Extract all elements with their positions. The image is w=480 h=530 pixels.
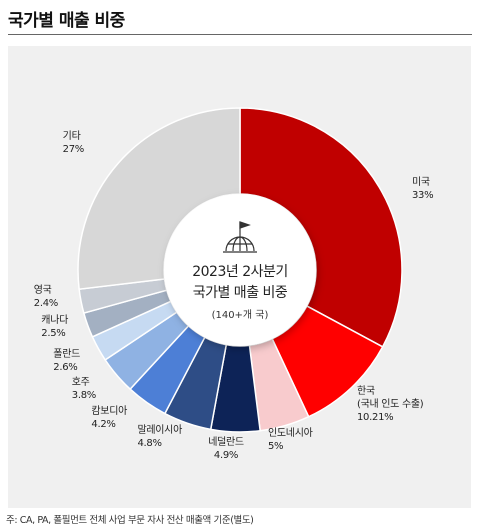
slice-label-value: 27% xyxy=(62,144,85,155)
page-title: 국가별 매출 비중 xyxy=(8,11,125,31)
footnote: 주: CA, PA, 폴필먼트 전체 사업 부문 자사 전산 매출액 기준(별도… xyxy=(6,515,254,526)
slice-label-value: 10.21% xyxy=(357,412,394,423)
slice-label-value: 4.8% xyxy=(137,438,162,449)
pie-slice xyxy=(239,107,403,348)
slice-label-value: 4.2% xyxy=(91,419,116,430)
slice-label: 네덜란드 4.9% xyxy=(186,436,266,462)
slice-label-name: 인도네시아 xyxy=(268,428,313,439)
slice-label-name: 미국 xyxy=(412,177,430,188)
slice-label: 인도네시아 5% xyxy=(268,427,313,453)
slice-label-value: 3.8% xyxy=(71,390,97,401)
slice-label: 호주 3.8% xyxy=(71,376,97,402)
slice-label: 한국 (국내 인도 수출) 10.21% xyxy=(357,385,424,424)
slice-label-name: 캐나다 xyxy=(41,315,68,326)
slice-label-value: 33% xyxy=(412,190,434,201)
center-subtitle: (140+개 국) xyxy=(211,310,269,321)
center-title-line2: 국가별 매출 비중 xyxy=(192,285,288,301)
slice-label-name: 영국 xyxy=(33,285,52,296)
slice-label-value: 2.5% xyxy=(41,328,66,339)
slice-label-note: (국내 인도 수출) xyxy=(357,399,424,410)
slice-label-value: 2.4% xyxy=(33,298,59,309)
slice-label: 폴란드 2.6% xyxy=(53,348,80,374)
slice-label-name: 말레이시아 xyxy=(137,425,182,436)
title-divider xyxy=(8,34,472,35)
center-title-line1: 2023년 2사분기 xyxy=(192,264,288,280)
globe-flag-icon xyxy=(223,221,257,253)
slice-label: 기타 27% xyxy=(62,130,85,156)
slice-label-value: 4.9% xyxy=(213,450,239,461)
slice-label: 미국 33% xyxy=(412,176,434,202)
slice-label: 캐나다 2.5% xyxy=(41,314,68,340)
slice-label-name: 캄보디아 xyxy=(91,406,127,417)
slice-label: 말레이시아 4.8% xyxy=(137,424,182,450)
slice-label-value: 5% xyxy=(268,441,284,452)
slice-label-name: 한국 xyxy=(357,386,375,397)
slice-label: 캄보디아 4.2% xyxy=(91,405,127,431)
center-disc xyxy=(164,194,316,346)
slice-label-name: 네덜란드 xyxy=(208,437,244,448)
slice-label: 영국 2.4% xyxy=(33,284,59,310)
slice-label-name: 호주 xyxy=(71,377,90,388)
center-title: 2023년 2사분기 국가별 매출 비중 xyxy=(170,262,310,304)
slice-label-value: 2.6% xyxy=(53,362,78,373)
slice-label-name: 폴란드 xyxy=(53,349,80,360)
slice-label-name: 기타 xyxy=(62,131,81,142)
